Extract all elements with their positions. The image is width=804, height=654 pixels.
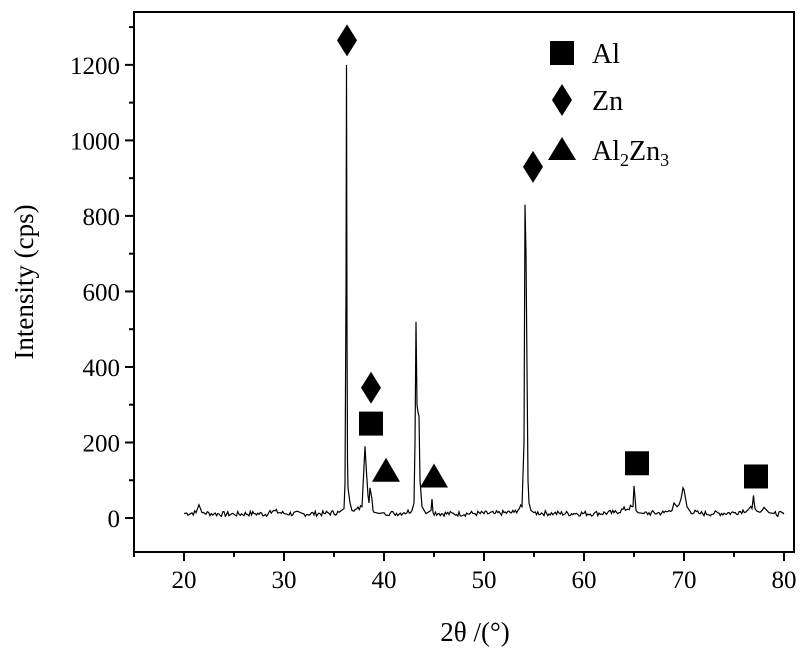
x-tick-label: 40 [372,567,397,594]
peak-marker-square-icon [359,411,383,436]
legend-diamond-marker-icon [552,84,572,116]
y-axis-title: Intensity (cps) [9,204,39,359]
peak-marker-diamond-icon [361,371,381,404]
legend-label-al: Al [592,39,620,70]
y-axis-ticks [125,26,134,520]
peak-marker-square-icon [625,451,649,476]
x-tick-label: 80 [772,567,797,594]
series-line [183,64,785,518]
legend-label-al2zn3: Al2Zn3 [592,136,669,170]
legend: Al Zn Al2Zn3 [548,39,669,170]
x-axis-title: 2θ /(°) [440,617,509,647]
y-tick-label: 1200 [70,53,120,80]
y-tick-label: 600 [83,279,121,306]
peak-marker-square-icon [744,464,768,489]
y-tick-label: 400 [83,355,121,382]
legend-square-marker-icon [550,41,574,65]
legend-label-al2zn3-sub2: 2 [620,150,629,170]
peak-markers [337,24,768,489]
x-axis-ticks [133,552,785,561]
y-axis-tick-labels: 0 200 400 600 800 1000 1200 [70,53,120,533]
plot-frame [133,11,795,553]
x-tick-label: 50 [472,567,497,594]
x-axis-tick-labels: 20 30 40 50 60 70 80 [172,567,797,594]
x-tick-label: 20 [172,567,197,594]
x-tick-label: 70 [672,567,697,594]
legend-label-al2zn3-zn: Zn [629,136,660,167]
x-tick-label: 60 [572,567,597,594]
y-tick-label: 200 [83,430,121,457]
legend-label-al2zn3-al: Al [592,136,620,167]
peak-marker-diamond-icon [523,150,543,183]
y-tick-label: 800 [83,204,121,231]
legend-label-zn: Zn [592,86,623,117]
x-tick-label: 30 [272,567,297,594]
peak-marker-triangle-icon [420,463,448,488]
legend-triangle-marker-icon [548,137,576,160]
y-tick-label: 1000 [70,128,120,155]
peak-marker-diamond-icon [337,24,357,57]
peak-marker-triangle-icon [372,457,400,482]
legend-label-al2zn3-sub3: 3 [660,150,669,170]
y-tick-label: 0 [108,506,121,533]
